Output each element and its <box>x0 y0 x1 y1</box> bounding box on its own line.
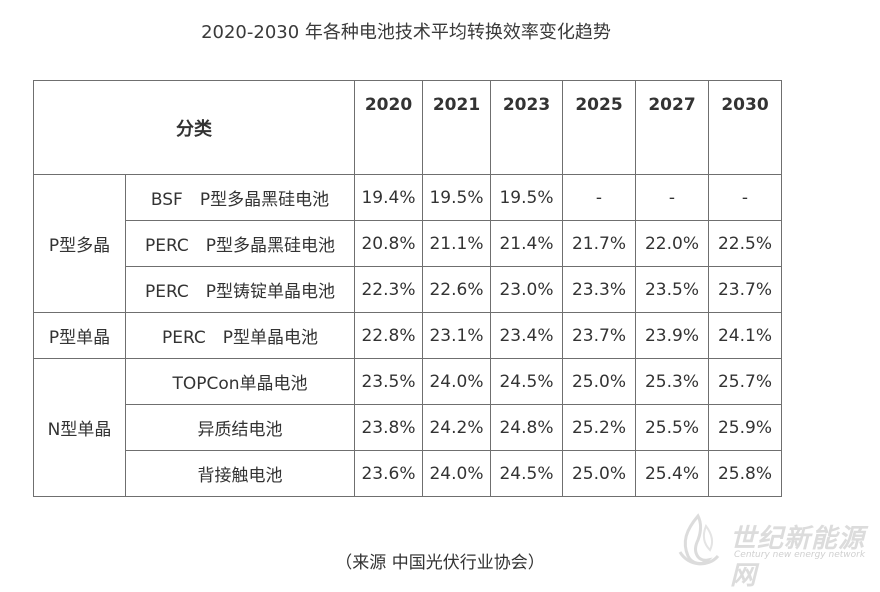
table-row: 背接触电池 23.6% 24.0% 24.5% 25.0% 25.4% 25.8% <box>34 450 782 497</box>
group-label: N型单晶 <box>33 358 126 497</box>
efficiency-cell: 23.4% <box>490 312 563 359</box>
efficiency-cell: 23.9% <box>635 312 709 359</box>
efficiency-cell: 19.4% <box>354 174 423 221</box>
efficiency-cell: 23.7% <box>708 266 782 313</box>
efficiency-cell: 24.5% <box>490 358 563 405</box>
efficiency-cell: - <box>562 174 636 221</box>
efficiency-cell: - <box>708 174 782 221</box>
cell-type-label: 背接触电池 <box>125 450 355 497</box>
table-row: P型多晶 BSF P型多晶黑硅电池 19.4% 19.5% 19.5% - - - <box>33 174 782 313</box>
cell-type-label: 异质结电池 <box>125 404 355 451</box>
watermark-subtext: Century new energy network <box>734 550 866 560</box>
efficiency-cell: 25.3% <box>635 358 709 405</box>
efficiency-cell: 23.7% <box>562 312 636 359</box>
year-header: 2027 <box>635 80 709 175</box>
efficiency-cell: 25.0% <box>562 450 636 497</box>
efficiency-cell: 22.0% <box>635 220 709 267</box>
year-header: 2025 <box>562 80 636 175</box>
source-note: （来源 中国光伏行业协会） <box>335 553 545 573</box>
table-row: 异质结电池 23.8% 24.2% 24.8% 25.2% 25.5% 25.9% <box>34 404 782 451</box>
table-row: P型单晶 PERC P型单晶电池 22.8% 23.1% 23.4% 23.7% 23.9%… <box>33 312 782 359</box>
efficiency-cell: 24.1% <box>708 312 782 359</box>
efficiency-cell: 19.5% <box>422 174 491 221</box>
category-header: 分类 <box>33 80 355 175</box>
efficiency-cell: 23.8% <box>354 404 423 451</box>
cell-type-label: PERC P型单晶电池 <box>125 312 355 359</box>
flame-logo-icon <box>678 513 720 566</box>
efficiency-cell: 21.1% <box>422 220 491 267</box>
efficiency-cell: 22.6% <box>422 266 491 313</box>
efficiency-cell: 24.2% <box>422 404 491 451</box>
year-header: 2030 <box>708 80 782 175</box>
table-body: 分类 2020 2021 2023 2025 2027 2030 P型多晶 BSF… <box>33 80 782 497</box>
year-header: 2021 <box>422 80 491 175</box>
efficiency-cell: 25.4% <box>635 450 709 497</box>
cell-type-label: TOPCon单晶电池 <box>125 358 355 405</box>
efficiency-cell: 24.8% <box>490 404 563 451</box>
year-header: 2023 <box>490 80 563 175</box>
group-label: P型单晶 <box>33 312 126 359</box>
efficiency-cell: 23.5% <box>635 266 709 313</box>
efficiency-cell: 22.3% <box>354 266 423 313</box>
efficiency-cell: 25.0% <box>562 358 636 405</box>
efficiency-cell: 23.3% <box>562 266 636 313</box>
efficiency-cell: 21.7% <box>562 220 636 267</box>
efficiency-cell: 24.5% <box>490 450 563 497</box>
efficiency-cell: - <box>635 174 709 221</box>
watermark-logo: 世纪新能源网 Century new energy network <box>668 512 878 591</box>
efficiency-cell: 22.5% <box>708 220 782 267</box>
efficiency-cell: 25.5% <box>635 404 709 451</box>
efficiency-cell: 21.4% <box>490 220 563 267</box>
efficiency-cell: 24.0% <box>422 358 491 405</box>
efficiency-cell: 25.7% <box>708 358 782 405</box>
efficiency-cell: 20.8% <box>354 220 423 267</box>
efficiency-table: 分类 2020 2021 2023 2025 2027 2030 P型多晶 BSF… <box>33 80 782 497</box>
group-label: P型多晶 <box>33 174 126 313</box>
table-row: N型单晶 TOPCon单晶电池 23.5% 24.0% 24.5% 25.0% 25.3% 2… <box>33 358 782 497</box>
cell-type-label: PERC P型铸锭单晶电池 <box>125 266 355 313</box>
efficiency-cell: 25.9% <box>708 404 782 451</box>
table-row: PERC P型多晶黑硅电池 20.8% 21.1% 21.4% 21.7% 22.0% 22… <box>34 220 782 267</box>
page-title: 2020-2030 年各种电池技术平均转换效率变化趋势 <box>201 22 611 43</box>
cell-type-label: PERC P型多晶黑硅电池 <box>125 220 355 267</box>
year-header: 2020 <box>354 80 423 175</box>
efficiency-cell: 24.0% <box>422 450 491 497</box>
table-row: PERC P型铸锭单晶电池 22.3% 22.6% 23.0% 23.3% 23.5% 23… <box>34 266 782 313</box>
efficiency-cell: 22.8% <box>354 312 423 359</box>
efficiency-cell: 23.0% <box>490 266 563 313</box>
efficiency-cell: 19.5% <box>490 174 563 221</box>
table-header-row: 分类 2020 2021 2023 2025 2027 2030 <box>33 80 782 175</box>
efficiency-cell: 25.8% <box>708 450 782 497</box>
cell-type-label: BSF P型多晶黑硅电池 <box>125 174 355 221</box>
efficiency-cell: 23.1% <box>422 312 491 359</box>
efficiency-cell: 23.6% <box>354 450 423 497</box>
efficiency-cell: 23.5% <box>354 358 423 405</box>
efficiency-cell: 25.2% <box>562 404 636 451</box>
